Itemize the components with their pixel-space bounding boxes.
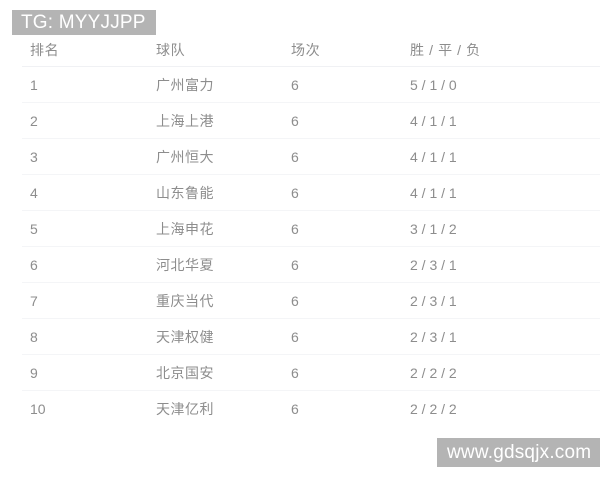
top-watermark: TG: MYYJJPP: [12, 10, 156, 35]
cell-played: 6: [288, 354, 351, 391]
cell-goal-diff: 0: [552, 354, 600, 391]
cell-wdl: 2 / 2 / 2: [351, 354, 552, 391]
cell-team-name: 上海上港: [92, 102, 288, 139]
column-header-goal-diff: 净胜球: [552, 38, 600, 67]
cell-team-name: 广州恒大: [92, 138, 288, 175]
cell-team-name: 天津亿利: [92, 390, 288, 427]
table-header: 排名 球队 场次 胜 / 平 / 负 净胜球 积分: [22, 38, 600, 67]
cell-played: 6: [288, 138, 351, 175]
cell-goal-diff: 4: [552, 210, 600, 247]
cell-rank: 2: [22, 102, 92, 139]
cell-goal-diff: 5: [552, 174, 600, 211]
cell-goal-diff: 0: [552, 282, 600, 319]
cell-wdl: 2 / 3 / 1: [351, 246, 552, 283]
cell-rank: 4: [22, 174, 92, 211]
cell-goal-diff: 0: [552, 318, 600, 355]
cell-wdl: 2 / 3 / 1: [351, 318, 552, 355]
cell-team-name: 山东鲁能: [92, 174, 288, 211]
cell-team-name: 重庆当代: [92, 282, 288, 319]
cell-played: 6: [288, 318, 351, 355]
cell-team-name: 天津权健: [92, 318, 288, 355]
cell-rank: 1: [22, 66, 92, 103]
cell-wdl: 2 / 3 / 1: [351, 282, 552, 319]
cell-wdl: 4 / 1 / 1: [351, 138, 552, 175]
cell-wdl: 5 / 1 / 0: [351, 66, 552, 103]
cell-played: 6: [288, 282, 351, 319]
cell-rank: 8: [22, 318, 92, 355]
column-header-wdl: 胜 / 平 / 负: [410, 42, 481, 58]
cell-goal-diff: -1: [552, 390, 600, 427]
cell-team-name: 上海申花: [92, 210, 288, 247]
cell-team-name: 北京国安: [92, 354, 288, 391]
cell-wdl: 4 / 1 / 1: [351, 174, 552, 211]
cell-team-name: 广州富力: [92, 66, 288, 103]
column-header-rank: 排名: [30, 42, 60, 58]
cell-team-name: 河北华夏: [92, 246, 288, 283]
cell-goal-diff: 0: [552, 246, 600, 283]
cell-played: 6: [288, 390, 351, 427]
column-header-team: 球队: [156, 42, 186, 58]
cell-goal-diff: 9: [552, 102, 600, 139]
cell-wdl: 3 / 1 / 2: [351, 210, 552, 247]
cell-rank: 7: [22, 282, 92, 319]
cell-played: 6: [288, 210, 351, 247]
cell-rank: 9: [22, 354, 92, 391]
cell-wdl: 4 / 1 / 1: [351, 102, 552, 139]
column-header-played: 场次: [291, 42, 321, 58]
cell-played: 6: [288, 174, 351, 211]
bottom-watermark: www.gdsqjx.com: [437, 438, 600, 467]
cell-wdl: 2 / 2 / 2: [351, 390, 552, 427]
cell-rank: 3: [22, 138, 92, 175]
cell-rank: 10: [22, 390, 92, 427]
cell-goal-diff: 8: [552, 66, 600, 103]
table-header-row: 排名 球队 场次 胜 / 平 / 负 净胜球 积分: [22, 38, 600, 67]
cell-played: 6: [288, 66, 351, 103]
cell-played: 6: [288, 246, 351, 283]
cell-rank: 5: [22, 210, 92, 247]
cell-rank: 6: [22, 246, 92, 283]
cell-played: 6: [288, 102, 351, 139]
cell-goal-diff: 5: [552, 138, 600, 175]
